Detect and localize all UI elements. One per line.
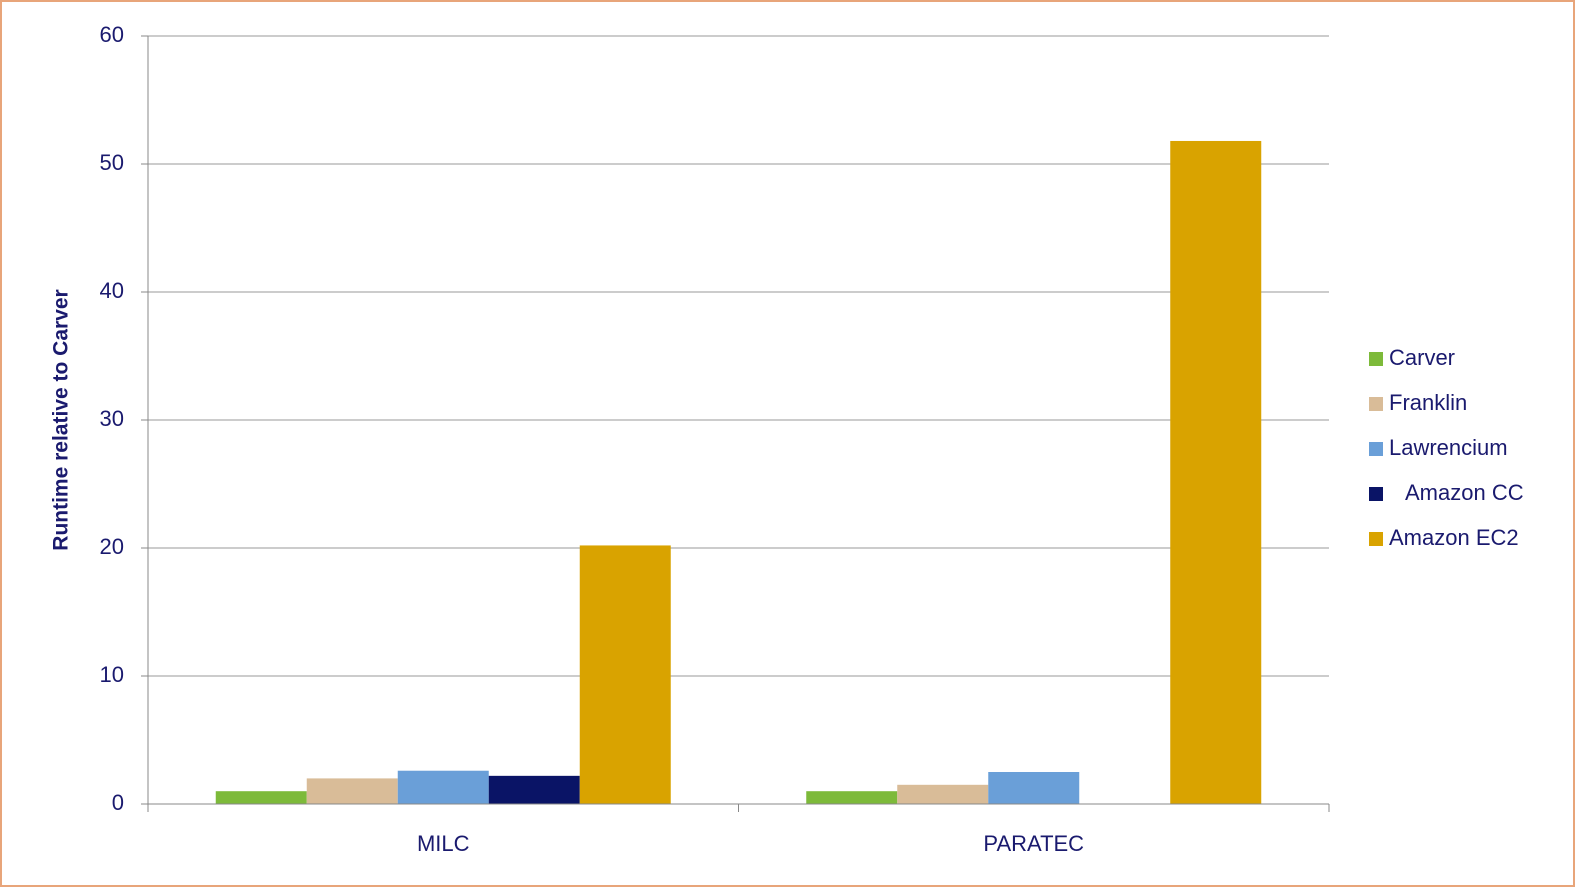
legend-swatch xyxy=(1369,487,1383,501)
y-tick-label: 60 xyxy=(100,22,124,47)
y-axis-label: Runtime relative to Carver xyxy=(50,289,73,550)
y-tick-label: 40 xyxy=(100,278,124,303)
bar xyxy=(806,791,898,804)
x-tick-label: MILC xyxy=(417,831,470,856)
y-tick-label: 50 xyxy=(100,150,124,175)
y-tick-label: 10 xyxy=(100,662,124,687)
y-tick-label: 0 xyxy=(112,790,124,815)
legend-label: Lawrencium xyxy=(1389,435,1508,460)
legend-swatch xyxy=(1369,397,1383,411)
bar xyxy=(988,772,1080,804)
bar xyxy=(215,791,307,804)
legend-label: Amazon EC2 xyxy=(1389,525,1519,550)
legend-label: Franklin xyxy=(1389,390,1467,415)
bar xyxy=(897,784,989,804)
legend-label: Amazon CC xyxy=(1405,480,1524,505)
y-tick-label: 20 xyxy=(100,534,124,559)
y-tick-label: 30 xyxy=(100,406,124,431)
bar xyxy=(306,778,398,804)
x-tick-label: PARATEC xyxy=(983,831,1084,856)
bar xyxy=(579,545,671,804)
legend-swatch xyxy=(1369,442,1383,456)
bar xyxy=(1170,140,1262,804)
bar xyxy=(397,770,489,804)
legend-swatch xyxy=(1369,352,1383,366)
legend-swatch xyxy=(1369,532,1383,546)
legend-label: Carver xyxy=(1389,345,1455,370)
bar xyxy=(488,775,580,804)
